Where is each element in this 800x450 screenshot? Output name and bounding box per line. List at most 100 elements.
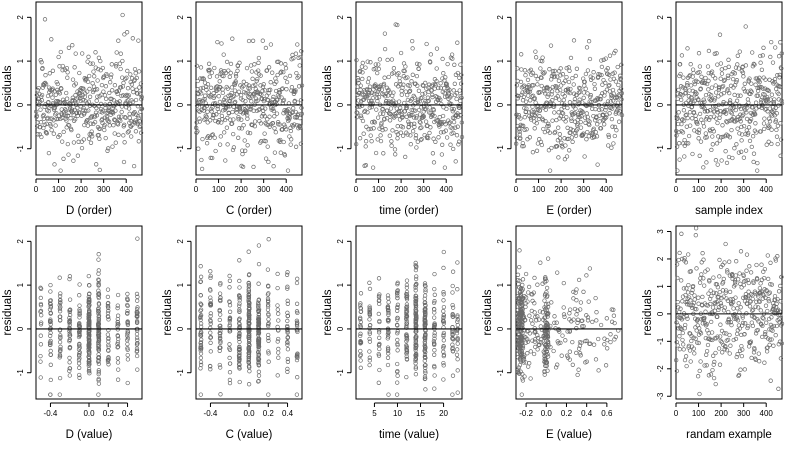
residual-point <box>753 100 759 105</box>
residual-point <box>256 363 262 368</box>
residual-point <box>459 134 465 140</box>
residual-point <box>241 123 246 128</box>
residual-point <box>251 108 256 113</box>
residual-point <box>71 112 76 118</box>
residual-point <box>735 306 740 311</box>
residual-point <box>715 162 720 167</box>
residual-point <box>776 97 781 102</box>
residual-point <box>413 329 419 334</box>
residual-point <box>134 318 140 324</box>
residual-point <box>458 81 464 86</box>
residual-point <box>222 100 227 105</box>
residual-point <box>560 91 565 97</box>
residual-point <box>208 288 213 293</box>
residual-point <box>695 374 701 379</box>
residual-point <box>282 122 287 127</box>
residual-point <box>358 301 363 306</box>
residual-point <box>413 301 418 306</box>
residual-point <box>691 335 696 340</box>
residual-point <box>203 113 208 118</box>
residual-point <box>528 86 533 91</box>
residual-point <box>263 156 269 161</box>
residual-point <box>701 124 707 129</box>
residual-point <box>548 344 553 350</box>
residual-point <box>717 274 722 279</box>
residual-point <box>86 317 92 322</box>
residual-point <box>96 308 101 314</box>
residual-point <box>417 62 422 67</box>
residual-point <box>92 113 98 118</box>
residual-point <box>230 94 235 100</box>
residual-point <box>766 276 771 282</box>
residual-point <box>698 331 704 336</box>
residual-point <box>378 138 384 144</box>
residual-point <box>86 54 91 59</box>
residual-point <box>779 51 784 56</box>
residual-point <box>514 83 520 88</box>
residual-point <box>577 97 582 102</box>
residual-point <box>564 114 569 120</box>
residual-point <box>105 148 110 153</box>
residual-point <box>277 94 282 99</box>
residual-point <box>375 137 380 142</box>
residual-point <box>455 337 460 342</box>
residual-point <box>776 54 782 59</box>
residual-point <box>457 75 462 80</box>
residual-point <box>39 134 44 140</box>
residual-point <box>57 375 63 381</box>
residual-point <box>285 270 290 275</box>
residual-point <box>422 283 428 288</box>
residual-point <box>598 126 604 131</box>
residual-point <box>67 366 72 371</box>
residual-point <box>221 73 226 79</box>
residual-point <box>299 83 305 88</box>
residual-point <box>416 107 422 113</box>
residual-point <box>108 75 114 80</box>
residual-point <box>220 90 225 96</box>
residual-point <box>78 93 83 98</box>
residual-point <box>520 378 526 383</box>
residual-point <box>779 321 785 326</box>
residual-point <box>693 336 698 341</box>
residual-point <box>358 309 363 315</box>
residual-point <box>537 342 542 348</box>
residual-point <box>455 314 460 319</box>
residual-point <box>737 116 743 122</box>
residual-point <box>762 116 767 121</box>
residual-point <box>432 322 437 327</box>
residual-point <box>748 116 754 122</box>
residual-point <box>581 324 586 329</box>
residual-point <box>698 139 704 144</box>
residual-point <box>217 297 223 303</box>
residual-point <box>756 85 762 90</box>
plot-frame <box>195 1 303 176</box>
residual-point <box>458 62 463 67</box>
residual-point <box>715 120 720 126</box>
residual-point <box>567 349 573 354</box>
residual-point <box>395 295 400 301</box>
residual-point <box>604 115 609 120</box>
residual-point <box>743 278 748 283</box>
residual-point <box>728 109 733 115</box>
residual-point <box>388 106 394 111</box>
residual-point <box>134 291 140 297</box>
residual-point <box>558 340 563 346</box>
residual-point <box>687 88 692 93</box>
residual-point <box>38 303 44 308</box>
residual-point <box>444 83 450 89</box>
y-tick-label: -1 <box>656 337 665 345</box>
residual-point <box>697 64 703 69</box>
residual-point <box>251 164 256 170</box>
residual-point <box>295 276 300 281</box>
residual-point <box>360 76 365 82</box>
residual-point <box>459 120 464 125</box>
residual-point <box>73 51 78 56</box>
residual-point <box>701 165 706 170</box>
residual-point <box>48 362 53 367</box>
residual-point <box>126 129 131 134</box>
residual-point <box>79 145 85 151</box>
residual-point <box>441 292 446 297</box>
residual-point <box>577 343 583 349</box>
residual-point <box>532 126 537 131</box>
